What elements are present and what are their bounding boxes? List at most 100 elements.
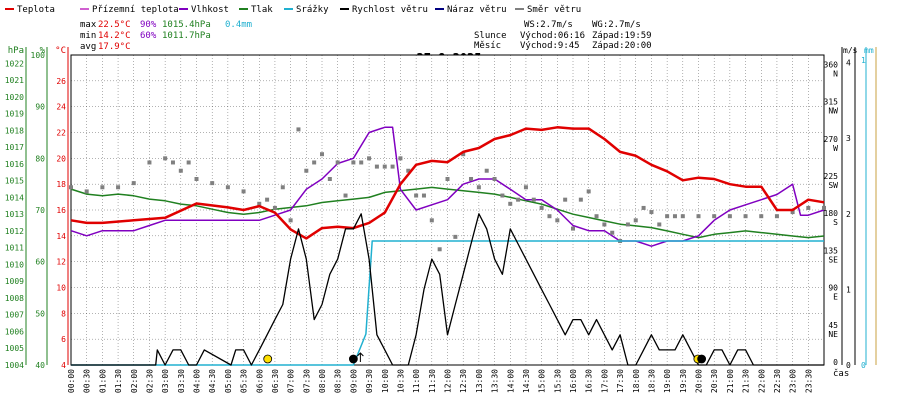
wind-dir-point (712, 214, 717, 219)
wind-speed-tick-label: 3 (846, 134, 851, 143)
humidity-tick-label: 70 (35, 206, 45, 215)
temperature-tick-label: 26 (56, 77, 66, 86)
pressure-tick-label: 1014 (5, 193, 24, 202)
markers (263, 352, 707, 364)
wind-dir-point (374, 164, 379, 169)
wind-dir-point (774, 214, 779, 219)
humidity-tick-label: 100 (31, 51, 46, 60)
wind-dir-point (610, 230, 615, 235)
wind-dir-tick-label: 270 (824, 135, 839, 144)
wind-dir-point (359, 160, 364, 165)
wind-dir-point (508, 201, 513, 206)
wind-dir-point (672, 214, 677, 219)
wind-dir-point (390, 164, 395, 169)
wind-dir-point (539, 205, 544, 210)
legend-label: Rychlost větru (352, 5, 428, 15)
wind-dir-compass-label: S (833, 218, 838, 227)
wind-dir-point (320, 152, 324, 157)
astro-moon-set: Západ:20:00 (592, 41, 652, 51)
x-tick-label: 15:30 (553, 369, 562, 393)
wind-dir-point (516, 197, 521, 202)
wind-dir-point (586, 189, 591, 194)
wind-dir-point (335, 160, 340, 165)
wind-dir-point (578, 197, 583, 202)
wind-dir-point (649, 210, 654, 215)
x-tick-label: 21:30 (742, 369, 751, 393)
wind-dir-point (210, 181, 215, 186)
pressure-tick-label: 1011 (5, 244, 24, 253)
wind-dir-tick-label: 135 (824, 246, 839, 255)
astro-sun-set: Západ:19:59 (592, 31, 652, 41)
wind-dir-point (563, 197, 568, 202)
grid (70, 55, 825, 365)
wind-dir-compass-label: NW (828, 107, 838, 116)
wind-dir-compass-label: SW (828, 181, 838, 190)
wind-dir-point (429, 218, 434, 223)
stats-block: max 22.5°C 90% 1015.4hPa 0.4mm min 14.2°… (80, 20, 252, 52)
x-tick-label: 02:30 (145, 369, 154, 393)
x-tick-label: 07:00 (287, 369, 296, 393)
wind-dir-point (665, 214, 670, 219)
wind-dir-point (806, 205, 811, 210)
wind-dir-compass-label: NE (828, 330, 838, 339)
series-line (70, 126, 825, 247)
x-tick-label: 06:00 (255, 369, 264, 393)
series-teplota (70, 126, 825, 240)
wind-dir-point (170, 160, 175, 165)
x-tick-label: 04:00 (193, 369, 202, 393)
wind-dir-point (759, 214, 764, 219)
stat-max-label: max (80, 20, 97, 30)
wind-dir-point (194, 177, 199, 181)
stat-avg-temp: 17.9°C (98, 42, 131, 52)
series-sr--ky (71, 240, 824, 366)
wind-dir-point (822, 205, 826, 210)
series (69, 126, 826, 366)
wind-dir-point (476, 185, 481, 190)
humidity-unit: % (40, 46, 46, 56)
pressure-tick-label: 1004 (5, 361, 24, 370)
wind-speed-tick-label: 4 (846, 59, 851, 68)
series-line (71, 213, 824, 366)
series-rychlost-v-tru (71, 213, 824, 366)
series-sm-r-v-tru (69, 127, 826, 252)
x-tick-label: 12:00 (444, 369, 453, 393)
wind-dir-point (727, 214, 732, 219)
x-tick-label: 20:00 (695, 369, 704, 393)
x-tick-label: 02:00 (130, 369, 139, 393)
wind-dir-point (790, 210, 795, 215)
astro-sun-label: Slunce (474, 31, 507, 41)
astro-sun-rise: Východ:06:16 (520, 31, 585, 41)
x-tick-label: 04:30 (208, 369, 217, 393)
wind-dir-point (147, 160, 152, 165)
pressure-tick-label: 1008 (5, 294, 24, 303)
pressure-tick-label: 1016 (5, 160, 24, 169)
wind-dir-point (421, 193, 426, 198)
wind-dir-point (555, 218, 560, 223)
x-tick-label: 10:00 (381, 369, 390, 393)
stat-max-rain: 0.4mm (225, 20, 252, 30)
temperature-tick-label: 6 (61, 335, 66, 344)
wind-dir-point (343, 193, 348, 198)
x-tick-label: 10:30 (396, 369, 405, 393)
stat-max-press: 1015.4hPa (162, 20, 211, 30)
temperature-tick-label: 4 (61, 361, 66, 370)
temperature-tick-label: 22 (56, 129, 66, 138)
plot-area (70, 54, 825, 366)
x-tick-label: 15:00 (538, 369, 547, 393)
pressure-tick-label: 1019 (5, 110, 24, 119)
temperature-tick-label: 16 (56, 206, 66, 215)
temperature-tick-label: 12 (56, 258, 66, 267)
x-axis-label: čas (833, 368, 849, 379)
x-tick-label: 21:00 (726, 369, 735, 393)
wind-dir-point (304, 168, 309, 173)
temperature-tick-label: 24 (56, 103, 66, 112)
humidity-tick-label: 60 (35, 258, 45, 267)
x-tick-label: 00:30 (83, 369, 92, 393)
stat-min-label: min (80, 31, 96, 41)
wind-dir-tick-label: 90 (828, 284, 838, 293)
wind-dir-point (163, 156, 168, 161)
wind-speed-tick-label: 1 (846, 285, 851, 294)
humidity-tick-label: 80 (35, 154, 45, 163)
x-tick-label: 03:00 (161, 369, 170, 393)
